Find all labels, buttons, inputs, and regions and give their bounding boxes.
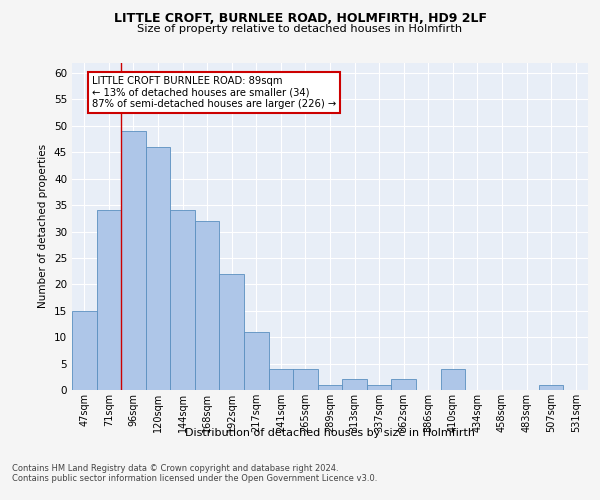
Bar	[440, 369, 465, 390]
Bar	[367, 384, 391, 390]
Bar	[121, 131, 146, 390]
Bar	[170, 210, 195, 390]
Bar	[97, 210, 121, 390]
Text: Contains public sector information licensed under the Open Government Licence v3: Contains public sector information licen…	[12, 474, 377, 483]
Bar	[318, 384, 342, 390]
Bar	[391, 380, 416, 390]
Bar	[269, 369, 293, 390]
Text: LITTLE CROFT BURNLEE ROAD: 89sqm
← 13% of detached houses are smaller (34)
87% o: LITTLE CROFT BURNLEE ROAD: 89sqm ← 13% o…	[92, 76, 336, 109]
Bar	[220, 274, 244, 390]
Bar	[244, 332, 269, 390]
Text: LITTLE CROFT, BURNLEE ROAD, HOLMFIRTH, HD9 2LF: LITTLE CROFT, BURNLEE ROAD, HOLMFIRTH, H…	[113, 12, 487, 26]
Y-axis label: Number of detached properties: Number of detached properties	[38, 144, 49, 308]
Bar	[72, 311, 97, 390]
Bar	[146, 147, 170, 390]
Bar	[195, 221, 220, 390]
Bar	[342, 380, 367, 390]
Text: Size of property relative to detached houses in Holmfirth: Size of property relative to detached ho…	[137, 24, 463, 34]
Bar	[539, 384, 563, 390]
Bar	[293, 369, 318, 390]
Text: Distribution of detached houses by size in Holmfirth: Distribution of detached houses by size …	[185, 428, 475, 438]
Text: Contains HM Land Registry data © Crown copyright and database right 2024.: Contains HM Land Registry data © Crown c…	[12, 464, 338, 473]
